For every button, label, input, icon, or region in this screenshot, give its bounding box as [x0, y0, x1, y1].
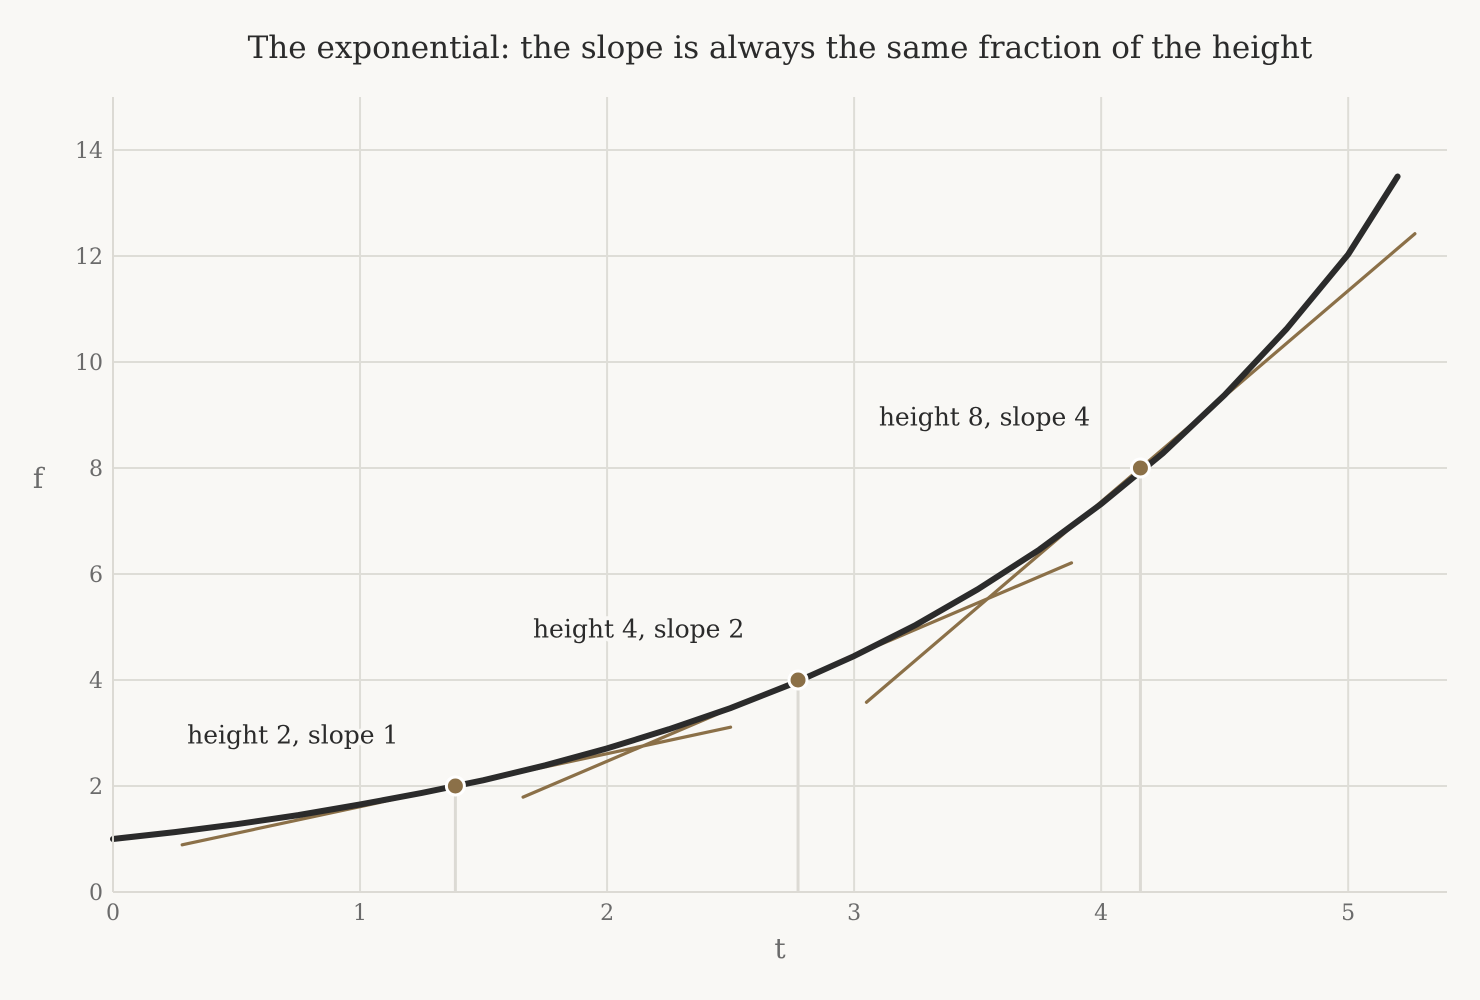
tangent-point [1129, 457, 1151, 479]
y-tick-label: 2 [89, 775, 103, 800]
tangent-points [444, 457, 1151, 797]
chart-title: The exponential: the slope is always the… [248, 30, 1313, 66]
y-axis-label: f [33, 462, 46, 495]
gridlines [113, 97, 1447, 892]
point-annotation: height 4, slope 2 [533, 615, 744, 644]
exponential-curve [110, 173, 1401, 842]
point-annotation: height 8, slope 4 [879, 403, 1090, 432]
annotations: height 2, slope 1 height 4, slope 2 height… [183, 399, 1094, 754]
x-tick-label: 5 [1341, 901, 1355, 926]
x-axis-label: t [774, 932, 786, 965]
y-tick-label: 4 [89, 669, 103, 694]
x-tick-label: 3 [847, 901, 861, 926]
x-tick-label: 1 [353, 901, 367, 926]
x-tick-label: 0 [106, 901, 120, 926]
tangent-point [444, 775, 466, 797]
axes [112, 97, 1447, 893]
x-tick-label: 4 [1094, 901, 1108, 926]
y-tick-label: 8 [89, 457, 103, 482]
y-tick-label: 14 [75, 139, 103, 164]
y-tick-label: 10 [75, 351, 103, 376]
x-tick-labels: 0 1 2 3 4 5 [106, 901, 1355, 926]
x-tick-label: 2 [600, 901, 614, 926]
y-tick-labels: 0 2 4 6 8 10 12 14 [75, 139, 103, 906]
point-annotation: height 2, slope 1 [187, 721, 398, 750]
y-tick-label: 0 [89, 881, 103, 906]
tangent-point [787, 669, 809, 691]
y-tick-label: 12 [75, 245, 103, 270]
y-tick-label: 6 [89, 563, 103, 588]
drop-lines [453, 468, 1142, 892]
